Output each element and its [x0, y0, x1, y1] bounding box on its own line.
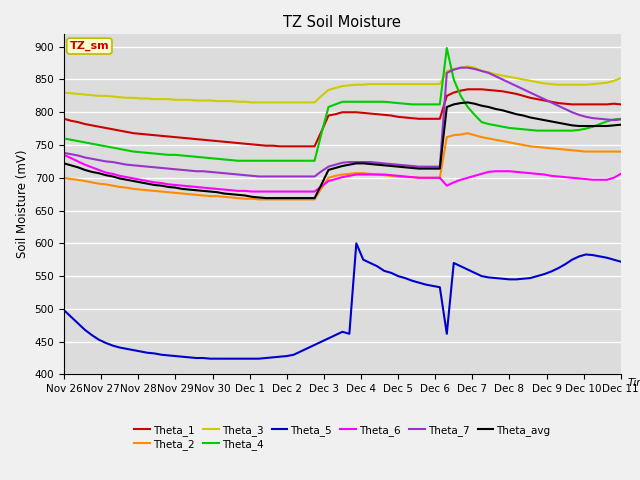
Y-axis label: Soil Moisture (mV): Soil Moisture (mV): [16, 150, 29, 258]
Theta_6: [193, 184, 200, 190]
Line: Theta_avg: Theta_avg: [64, 102, 628, 198]
Title: TZ Soil Moisture: TZ Soil Moisture: [284, 15, 401, 30]
Theta_3: [60, 90, 68, 96]
Theta_1: [220, 139, 228, 144]
Theta_1: [513, 91, 520, 97]
Theta_3: [332, 85, 339, 91]
Theta_3: [213, 98, 221, 104]
Theta_1: [193, 136, 200, 142]
Theta_5: [227, 356, 235, 361]
Theta_avg: [332, 165, 339, 171]
Theta_3: [464, 63, 472, 69]
Theta_7: [220, 170, 228, 176]
Theta_7: [60, 150, 68, 156]
Theta_5: [353, 240, 360, 246]
Theta_7: [457, 65, 465, 71]
Theta_2: [60, 175, 68, 180]
Theta_3: [220, 98, 228, 104]
Theta_5: [332, 332, 339, 338]
Theta_1: [60, 116, 68, 121]
Theta_7: [527, 90, 534, 96]
Theta_avg: [527, 115, 534, 120]
Theta_1: [527, 95, 534, 101]
Theta_2: [624, 149, 632, 155]
Theta_1: [624, 102, 632, 108]
Theta_7: [624, 116, 632, 121]
Theta_6: [220, 187, 228, 192]
Theta_avg: [624, 122, 632, 128]
Line: Theta_7: Theta_7: [64, 68, 628, 177]
Theta_7: [332, 162, 339, 168]
Theta_6: [506, 168, 513, 174]
Theta_5: [513, 276, 520, 282]
Theta_7: [213, 169, 221, 175]
Theta_5: [60, 307, 68, 313]
Theta_7: [193, 168, 200, 174]
Theta_1: [213, 138, 221, 144]
Theta_6: [248, 189, 256, 194]
Theta_7: [255, 174, 263, 180]
Theta_3: [527, 78, 534, 84]
Theta_4: [443, 45, 451, 51]
Theta_6: [520, 169, 527, 175]
Line: Theta_1: Theta_1: [64, 89, 628, 146]
Theta_2: [332, 173, 339, 179]
Text: TZ_sm: TZ_sm: [70, 41, 109, 51]
Theta_4: [332, 101, 339, 107]
Theta_avg: [213, 189, 221, 195]
Theta_5: [220, 356, 228, 361]
Theta_avg: [220, 191, 228, 196]
Theta_avg: [60, 160, 68, 166]
Theta_4: [220, 156, 228, 162]
Theta_4: [213, 156, 221, 162]
Theta_4: [234, 158, 242, 164]
Theta_avg: [262, 195, 269, 201]
Theta_4: [527, 127, 534, 133]
Theta_2: [255, 196, 263, 202]
Theta_1: [464, 86, 472, 92]
Theta_1: [332, 111, 339, 117]
Theta_2: [213, 193, 221, 199]
Theta_4: [193, 154, 200, 160]
Theta_2: [527, 144, 534, 149]
Theta_5: [527, 275, 534, 281]
Theta_4: [624, 116, 632, 121]
Theta_6: [60, 152, 68, 158]
Theta_7: [513, 83, 520, 89]
Line: Theta_2: Theta_2: [64, 133, 628, 199]
Theta_avg: [513, 111, 520, 117]
Theta_3: [513, 75, 520, 81]
Theta_5: [206, 356, 214, 361]
Theta_3: [248, 99, 256, 105]
Line: Theta_5: Theta_5: [64, 243, 628, 359]
Text: Time: Time: [628, 378, 640, 388]
Line: Theta_4: Theta_4: [64, 48, 628, 161]
Theta_avg: [464, 99, 472, 105]
Legend: Theta_1, Theta_2, Theta_3, Theta_4, Theta_5, Theta_6, Theta_7, Theta_avg: Theta_1, Theta_2, Theta_3, Theta_4, Thet…: [130, 420, 555, 454]
Theta_6: [624, 167, 632, 173]
Theta_2: [513, 141, 520, 146]
Line: Theta_3: Theta_3: [64, 66, 628, 102]
Theta_5: [624, 260, 632, 266]
Theta_avg: [193, 187, 200, 193]
Theta_2: [193, 192, 200, 198]
Line: Theta_6: Theta_6: [64, 155, 628, 192]
Theta_2: [220, 194, 228, 200]
Theta_2: [464, 131, 472, 136]
Theta_6: [213, 186, 221, 192]
Theta_3: [624, 73, 632, 79]
Theta_4: [60, 135, 68, 141]
Theta_1: [276, 144, 284, 149]
Theta_5: [193, 355, 200, 361]
Theta_3: [193, 97, 200, 103]
Theta_6: [332, 176, 339, 182]
Theta_4: [513, 126, 520, 132]
